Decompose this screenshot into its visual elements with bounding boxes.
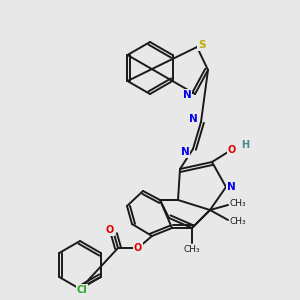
Text: N: N (183, 90, 191, 100)
Text: S: S (198, 40, 206, 50)
Text: Cl: Cl (76, 285, 87, 295)
Text: O: O (106, 225, 114, 235)
Text: O: O (228, 145, 236, 155)
Text: CH₃: CH₃ (230, 217, 247, 226)
Text: O: O (134, 243, 142, 253)
Text: H: H (241, 140, 249, 150)
Text: CH₃: CH₃ (230, 200, 247, 208)
Text: N: N (189, 114, 197, 124)
Text: N: N (181, 147, 189, 157)
Text: CH₃: CH₃ (184, 245, 200, 254)
Text: N: N (226, 182, 236, 192)
